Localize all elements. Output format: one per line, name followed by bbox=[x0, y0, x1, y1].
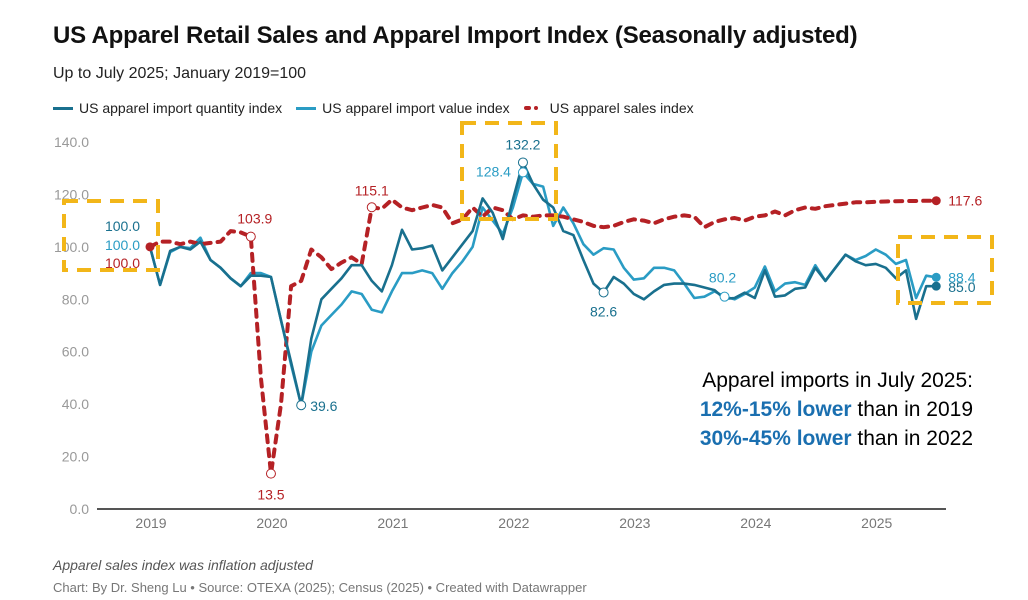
legend-label-sales: US apparel sales index bbox=[549, 100, 694, 116]
legend-item-quantity: US apparel import quantity index bbox=[53, 100, 282, 116]
data-label-marker bbox=[517, 157, 528, 168]
data-label: 13.5 bbox=[257, 487, 284, 503]
series-group bbox=[145, 161, 941, 476]
annotation-rest-2019: than in 2019 bbox=[851, 398, 973, 421]
y-tick-label: 40.0 bbox=[62, 396, 89, 412]
y-tick-label: 80.0 bbox=[62, 291, 89, 307]
highlight-boxes bbox=[62, 121, 994, 305]
legend: US apparel import quantity index US appa… bbox=[53, 100, 694, 116]
data-label: 103.9 bbox=[237, 211, 272, 227]
legend-label-quantity: US apparel import quantity index bbox=[79, 100, 283, 116]
data-label: 128.4 bbox=[476, 163, 511, 179]
annotation-highlight-2019: 12%-15% lower bbox=[699, 398, 852, 421]
y-tick-label: 0.0 bbox=[70, 501, 90, 517]
data-label: 115.1 bbox=[355, 182, 389, 198]
annotation-line-3: 30%-45% lower than in 2022 bbox=[700, 424, 973, 453]
y-tick-label: 60.0 bbox=[62, 344, 89, 360]
data-label-marker bbox=[366, 202, 377, 213]
x-tick-label: 2025 bbox=[861, 515, 892, 531]
data-label: 85.0 bbox=[948, 279, 975, 295]
y-tick-label: 100.0 bbox=[54, 239, 89, 255]
data-label: 117.6 bbox=[948, 193, 982, 209]
highlight-box bbox=[896, 235, 994, 305]
data-label: 100.0 bbox=[105, 255, 140, 271]
chart-subtitle: Up to July 2025; January 2019=100 bbox=[53, 65, 307, 82]
series-end-point bbox=[931, 281, 941, 291]
x-tick-label: 2023 bbox=[619, 515, 650, 531]
x-axis: 2019 2020 2021 2022 2023 2024 2025 bbox=[135, 515, 892, 531]
data-label-marker bbox=[245, 231, 256, 242]
data-label: 100.0 bbox=[105, 218, 140, 234]
annotation-box: Apparel imports in July 2025: 12%-15% lo… bbox=[700, 366, 973, 453]
x-tick-label: 2024 bbox=[740, 515, 771, 531]
data-label-marker bbox=[598, 287, 609, 298]
y-tick-label: 140.0 bbox=[54, 134, 89, 150]
data-label-marker bbox=[265, 468, 276, 479]
data-label: 100.0 bbox=[105, 237, 140, 253]
data-label: 39.6 bbox=[310, 398, 337, 414]
legend-swatch-value bbox=[296, 106, 317, 110]
annotation-line-1: Apparel imports in July 2025: bbox=[702, 369, 973, 392]
legend-swatch-quantity bbox=[53, 106, 73, 110]
data-label-marker bbox=[517, 167, 528, 178]
series-end-point bbox=[931, 196, 941, 206]
y-tick-label: 20.0 bbox=[62, 449, 89, 465]
data-labels: 100.0 100.0 100.0 103.9 13.5 39.6 115.1 128.4 13… bbox=[105, 136, 982, 502]
annotation-line-2: 12%-15% lower than in 2019 bbox=[700, 395, 973, 424]
legend-item-value: US apparel import value index bbox=[296, 100, 510, 116]
footer-note: Apparel sales index was inflation adjust… bbox=[53, 557, 313, 573]
chart-title: US Apparel Retail Sales and Apparel Impo… bbox=[53, 22, 858, 49]
data-label: 82.6 bbox=[590, 303, 617, 319]
x-tick-label: 2019 bbox=[135, 515, 166, 531]
data-label-marker bbox=[719, 291, 730, 302]
data-label: 132.2 bbox=[505, 136, 540, 152]
data-label-marker bbox=[296, 400, 307, 411]
highlight-box bbox=[460, 121, 558, 221]
series-line-quantity bbox=[148, 161, 938, 407]
series-start-point bbox=[145, 242, 155, 252]
x-tick-label: 2021 bbox=[377, 515, 408, 531]
highlight-box bbox=[62, 199, 160, 272]
x-tick-label: 2020 bbox=[256, 515, 287, 531]
legend-swatch-sales bbox=[523, 106, 544, 110]
y-tick-label: 120.0 bbox=[54, 186, 89, 202]
annotation-rest-2022: than in 2022 bbox=[851, 427, 973, 450]
legend-label-value: US apparel import value index bbox=[322, 100, 510, 116]
data-label: 80.2 bbox=[709, 270, 736, 286]
legend-item-sales: US apparel sales index bbox=[523, 100, 694, 116]
y-axis: 0.0 20.0 40.0 60.0 80.0 100.0 120.0 140.0 bbox=[54, 134, 946, 517]
footer-credit: Chart: By Dr. Sheng Lu • Source: OTEXA (… bbox=[53, 580, 587, 595]
data-label: 88.4 bbox=[948, 269, 975, 285]
series-line-sales bbox=[148, 197, 939, 476]
x-tick-label: 2022 bbox=[498, 515, 529, 531]
annotation-highlight-2022: 30%-45% lower bbox=[699, 427, 852, 450]
series-end-point bbox=[931, 272, 941, 282]
